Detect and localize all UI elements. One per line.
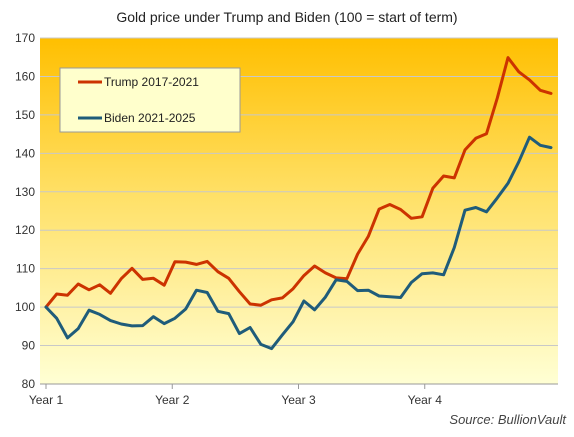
y-tick-label: 110 xyxy=(16,262,35,276)
y-tick-label: 170 xyxy=(15,31,35,45)
y-tick-label: 140 xyxy=(15,146,35,160)
y-tick-label: 150 xyxy=(15,108,35,122)
chart-title: Gold price under Trump and Biden (100 = … xyxy=(116,9,457,25)
y-tick-label: 90 xyxy=(22,339,36,353)
legend-box xyxy=(59,67,241,133)
series-lines xyxy=(44,56,553,351)
x-tick-label: Year 3 xyxy=(281,393,316,407)
y-axis-tick-labels: 80 90 100 110 120 130 140 150 160 170 xyxy=(15,31,35,391)
legend-label-trump: Trump 2017-2021 xyxy=(104,75,199,89)
y-tick-label: 100 xyxy=(15,300,35,314)
y-tick-label: 160 xyxy=(15,69,35,83)
x-axis: Year 1 Year 2 Year 3 Year 4 xyxy=(29,383,558,407)
series-line-trump xyxy=(44,56,553,309)
legend-label-biden: Biden 2021-2025 xyxy=(104,111,196,125)
series-line-biden xyxy=(44,135,553,351)
x-tick-label: Year 2 xyxy=(155,393,190,407)
x-tick-label: Year 1 xyxy=(29,393,64,407)
x-tick-label: Year 4 xyxy=(408,393,443,407)
y-tick-label: 120 xyxy=(15,223,35,237)
y-tick-label: 80 xyxy=(22,377,36,391)
source-note: Source: BullionVault xyxy=(449,412,567,427)
y-tick-label: 130 xyxy=(15,185,35,199)
legend: Trump 2017-2021 Biden 2021-2025 xyxy=(59,67,241,133)
